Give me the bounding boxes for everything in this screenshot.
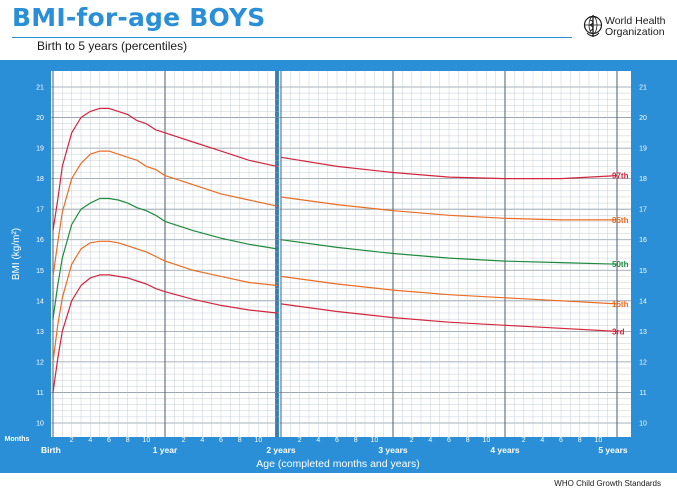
- y-tick-label-right: 15: [639, 268, 647, 275]
- y-tick-label-right: 17: [639, 207, 647, 214]
- chart-subtitle: Birth to 5 years (percentiles): [37, 39, 188, 53]
- month-tick-label: 10: [142, 437, 150, 444]
- month-tick-label: 10: [254, 437, 262, 444]
- axis-labels: 10 10 11 11 12 12 13 13 14 14 15 15 16 16 17 17 18 18 19 19…: [5, 85, 647, 471]
- y-tick-label-left: 18: [36, 176, 44, 183]
- footer-source: WHO Child Growth Standards: [554, 479, 661, 488]
- title-underline: [12, 37, 572, 38]
- percentile-curve-p97-0-2y: [52, 107, 278, 231]
- series-label-p15: 15th: [612, 300, 629, 309]
- y-tick-label-left: 20: [36, 115, 44, 122]
- y-tick-label-right: 12: [639, 359, 647, 366]
- month-tick-label: 8: [466, 437, 470, 444]
- organization-name: World Health Organization: [605, 16, 666, 38]
- month-tick-label: 6: [335, 437, 339, 444]
- month-tick-label: 2: [298, 437, 302, 444]
- y-tick-label-left: 16: [36, 237, 44, 244]
- year-label: 4 years: [490, 445, 520, 455]
- month-tick-label: 2: [522, 437, 526, 444]
- month-tick-label: 8: [238, 437, 242, 444]
- percentile-curve-p3-2-5y: [280, 303, 618, 332]
- percentile-curves: 97th 85th 50th 15th 3rd: [52, 107, 629, 393]
- percentile-curve-p50-2-5y: [280, 239, 618, 265]
- year-label: 5 years: [598, 445, 628, 455]
- y-tick-label-left: 19: [36, 146, 44, 153]
- month-tick-label: 4: [316, 437, 320, 444]
- y-tick-label-right: 16: [639, 237, 647, 244]
- month-tick-label: 10: [370, 437, 378, 444]
- month-tick-label: 10: [482, 437, 490, 444]
- x-axis-label: Age (completed months and years): [256, 458, 419, 470]
- y-tick-label-left: 11: [36, 390, 43, 397]
- percentile-curve-p3-0-2y: [52, 274, 278, 393]
- month-tick-label: 6: [559, 437, 563, 444]
- y-tick-label-left: 12: [36, 359, 44, 366]
- series-label-p85: 85th: [612, 216, 629, 225]
- month-tick-label: 2: [70, 437, 74, 444]
- year-label: 3 years: [378, 445, 408, 455]
- y-tick-label-left: 15: [36, 268, 44, 275]
- month-tick-label: 6: [447, 437, 451, 444]
- percentile-curve-p15-2-5y: [280, 275, 618, 305]
- y-tick-label-right: 21: [639, 85, 647, 92]
- month-tick-label: 2: [410, 437, 414, 444]
- y-tick-label-right: 13: [639, 329, 647, 336]
- grid-lines: [51, 71, 631, 437]
- plot-area: [51, 71, 631, 437]
- percentile-curve-p15-0-2y: [52, 240, 278, 362]
- who-emblem-icon: [583, 15, 603, 37]
- chart-title: BMI-for-age BOYS: [12, 3, 266, 32]
- series-label-p97: 97th: [612, 172, 629, 181]
- month-tick-label: 4: [200, 437, 204, 444]
- series-label-p50: 50th: [612, 260, 629, 269]
- month-tick-label: 8: [354, 437, 358, 444]
- month-tick-label: 4: [540, 437, 544, 444]
- y-axis-label: BMI (kg/m²): [11, 228, 22, 280]
- y-tick-label-right: 14: [639, 298, 647, 305]
- organization-name-line1: World Health: [605, 15, 666, 27]
- month-tick-label: 6: [219, 437, 223, 444]
- y-tick-label-left: 14: [36, 298, 44, 305]
- percentile-curve-p85-0-2y: [52, 150, 278, 277]
- month-tick-label: 8: [126, 437, 130, 444]
- year-label: 1 year: [153, 445, 178, 455]
- month-tick-label: 8: [578, 437, 582, 444]
- month-tick-label: 2: [182, 437, 186, 444]
- month-tick-label: 6: [107, 437, 111, 444]
- percentile-curve-p97-2-5y: [280, 156, 618, 180]
- year-label: Birth: [41, 445, 61, 455]
- percentile-curve-p50-0-2y: [52, 197, 278, 320]
- y-tick-label-right: 19: [639, 146, 647, 153]
- y-tick-label-left: 21: [36, 85, 44, 92]
- year-label: 2 years: [266, 445, 296, 455]
- organization-name-line2: Organization: [605, 26, 665, 38]
- percentile-curve-p85-2-5y: [280, 196, 617, 221]
- month-tick-label: 4: [428, 437, 432, 444]
- y-tick-label-left: 13: [36, 329, 44, 336]
- series-label-p3: 3rd: [612, 327, 625, 336]
- y-tick-label-left: 10: [36, 421, 44, 428]
- y-tick-label-right: 20: [639, 115, 647, 122]
- y-tick-label-right: 11: [639, 390, 646, 397]
- month-tick-label: 4: [88, 437, 92, 444]
- y-tick-label-left: 17: [36, 207, 44, 214]
- y-tick-label-right: 18: [639, 176, 647, 183]
- months-label: Months: [5, 436, 30, 443]
- y-tick-label-right: 10: [639, 421, 647, 428]
- month-tick-label: 10: [594, 437, 602, 444]
